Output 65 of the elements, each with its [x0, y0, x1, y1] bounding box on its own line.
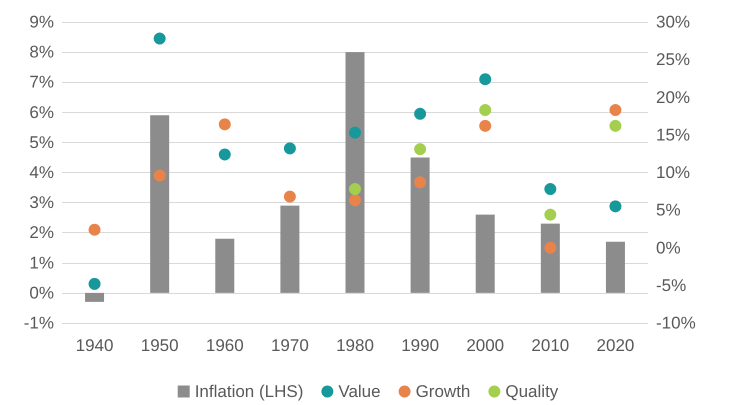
- point: [88, 278, 101, 290]
- y-tick-label: -1%: [24, 314, 54, 332]
- y2-tick-label: 0%: [656, 238, 681, 258]
- legend-label: Growth: [416, 382, 470, 401]
- point: [609, 200, 622, 212]
- bar: [280, 206, 300, 293]
- y-tick-label: 2%: [29, 223, 54, 242]
- point: [284, 142, 296, 154]
- y-tick-label: 9%: [29, 12, 54, 32]
- x-tick-label: 1970: [270, 336, 309, 355]
- point: [154, 170, 166, 182]
- point: [544, 183, 556, 196]
- point: [609, 120, 622, 132]
- bar: [150, 115, 170, 293]
- bar: [410, 157, 430, 293]
- point: [479, 73, 492, 86]
- y2-tick-label: -10%: [656, 314, 696, 332]
- y2-tick-label: 25%: [656, 50, 690, 70]
- y-tick-label: 8%: [29, 42, 54, 62]
- bar: [606, 242, 625, 293]
- bar: [476, 214, 495, 293]
- point: [218, 118, 231, 130]
- point: [154, 32, 166, 45]
- y2-tick-label: 5%: [656, 200, 681, 220]
- y2-tick-label: -5%: [656, 276, 686, 295]
- point: [88, 224, 101, 236]
- bar: [346, 52, 364, 293]
- x-tick-label: 1950: [140, 336, 179, 355]
- y2-tick-label: 10%: [656, 163, 690, 182]
- y-tick-label: 6%: [29, 102, 54, 122]
- bar: [215, 238, 234, 293]
- point: [218, 148, 231, 160]
- y-tick-label: 1%: [29, 253, 54, 272]
- legend-label: Value: [338, 382, 381, 401]
- point: [349, 183, 361, 196]
- point: [349, 126, 361, 139]
- y-tick-label: 3%: [29, 193, 54, 212]
- x-tick-label: 1960: [206, 336, 244, 355]
- point: [479, 120, 492, 132]
- x-tick-label: 1990: [401, 336, 440, 355]
- y2-tick-label: 20%: [656, 88, 690, 107]
- x-tick-label: 2000: [466, 336, 504, 355]
- bar: [85, 292, 104, 302]
- y-tick-label: 7%: [29, 72, 54, 92]
- bar: [540, 224, 560, 293]
- point: [544, 242, 556, 254]
- y-tick-label: 4%: [29, 163, 54, 182]
- x-tick-label: 2010: [531, 336, 570, 355]
- legend-label: Quality: [505, 382, 559, 401]
- point: [349, 194, 361, 206]
- point: [609, 104, 622, 116]
- point: [544, 208, 556, 221]
- point: [414, 176, 426, 188]
- x-tick-label: 1940: [76, 336, 114, 355]
- x-tick-label: 1980: [336, 336, 374, 355]
- point: [414, 108, 426, 120]
- x-tick-label: 2020: [596, 336, 634, 355]
- y-tick-label: 0%: [29, 283, 54, 302]
- point: [479, 104, 492, 116]
- point: [284, 190, 296, 203]
- legend-label: Inflation (LHS): [194, 382, 304, 401]
- y2-tick-label: 15%: [656, 125, 690, 144]
- y-tick-label: 5%: [29, 132, 54, 152]
- y2-tick-label: 30%: [656, 12, 690, 32]
- point: [414, 143, 426, 156]
